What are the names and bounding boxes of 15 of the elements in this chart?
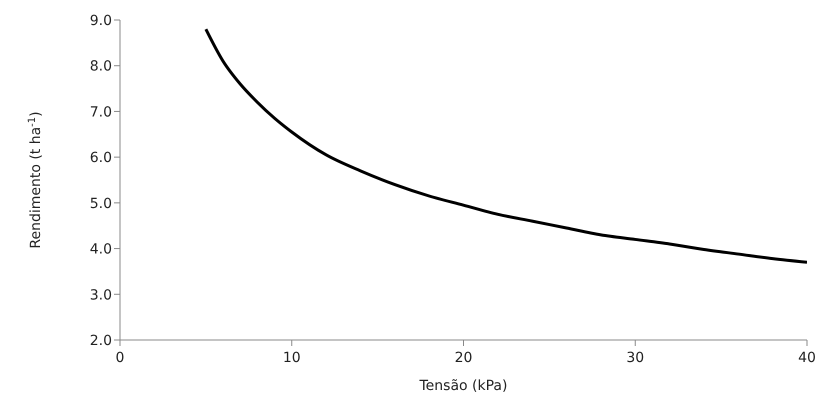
- x-tick-label: 40: [798, 350, 816, 366]
- line-series: [204, 28, 807, 264]
- y-tick-label: 3.0: [90, 287, 112, 304]
- x-tick-label: 10: [282, 350, 301, 366]
- y-tick-label: 8.0: [90, 58, 112, 75]
- y-tick-label: 7.0: [90, 104, 112, 120]
- x-tick-label: 30: [626, 350, 644, 366]
- y-tick-label: 6.0: [90, 150, 112, 166]
- y-tick-label: 5.0: [90, 196, 112, 212]
- y-tick-label: 2.0: [90, 332, 112, 349]
- x-tick-label: 20: [454, 350, 472, 366]
- y-tick-label: 9.0: [90, 12, 112, 29]
- x-tick-label: 0: [116, 350, 124, 366]
- y-tick-label: 4.0: [90, 242, 112, 258]
- x-axis-title: Tensão (kPa): [418, 378, 508, 394]
